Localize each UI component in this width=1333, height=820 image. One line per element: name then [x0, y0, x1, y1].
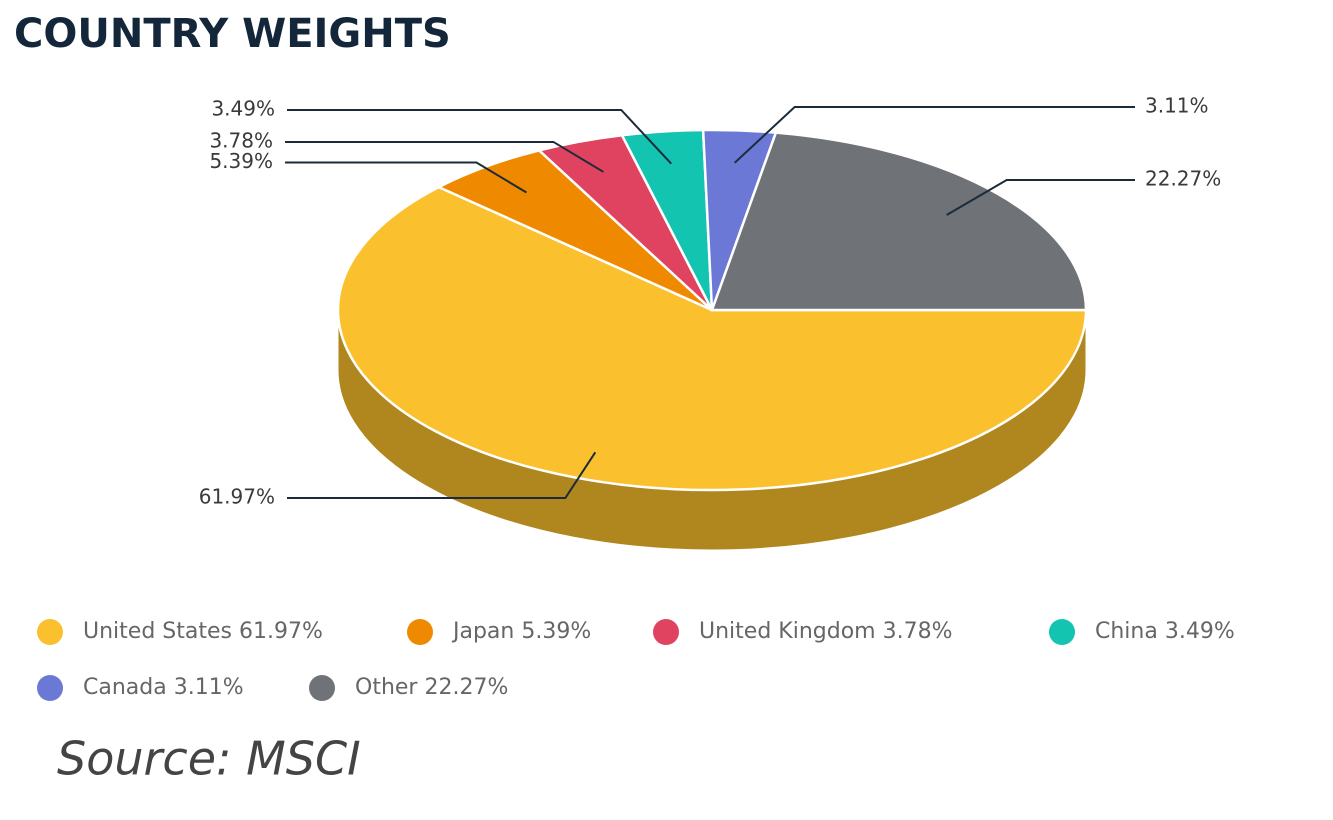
legend-value: 5.39% [521, 619, 591, 644]
legend-name: Canada [83, 675, 167, 700]
legend-label: China 3.49% [1095, 619, 1235, 644]
data-label: 22.27% [1145, 167, 1221, 191]
legend-swatch [37, 619, 63, 645]
legend-swatch [1049, 619, 1075, 645]
legend-label: Canada 3.11% [83, 675, 244, 700]
leader-line [285, 140, 604, 173]
chart-title: COUNTRY WEIGHTS [14, 11, 451, 57]
leader-line [733, 106, 1135, 164]
legend-label: Japan 5.39% [451, 619, 591, 644]
legend-swatch [309, 675, 335, 701]
legend-name: Other [355, 675, 418, 700]
legend-label: United States 61.97% [83, 619, 323, 644]
data-label: 3.11% [1145, 94, 1209, 118]
slice [336, 185, 1088, 492]
leader-line [287, 451, 597, 499]
legend-value: 3.78% [883, 619, 953, 644]
source-note: Source: MSCI [57, 732, 361, 786]
legend-name: China [1095, 619, 1158, 644]
legend-swatch [653, 619, 679, 645]
legend-name: United Kingdom [699, 619, 876, 644]
data-label: 5.39% [209, 149, 273, 173]
data-label: 61.97% [199, 485, 275, 509]
legend-value: 3.11% [174, 675, 244, 700]
legend-swatch [37, 675, 63, 701]
legend-label: Other 22.27% [355, 675, 508, 700]
legend-value: 61.97% [239, 619, 323, 644]
legend-value: 22.27% [424, 675, 508, 700]
leader-line [287, 109, 672, 165]
legend-name: Japan [451, 619, 514, 644]
data-label: 3.49% [211, 97, 275, 121]
slice [710, 131, 1088, 312]
legend-label: United Kingdom 3.78% [699, 619, 952, 644]
data-label: 3.78% [209, 128, 273, 152]
legend-name: United States [83, 619, 232, 644]
leader-line [285, 161, 527, 194]
legend-value: 3.49% [1165, 619, 1235, 644]
leader-line [946, 179, 1135, 216]
legend-swatch [407, 619, 433, 645]
